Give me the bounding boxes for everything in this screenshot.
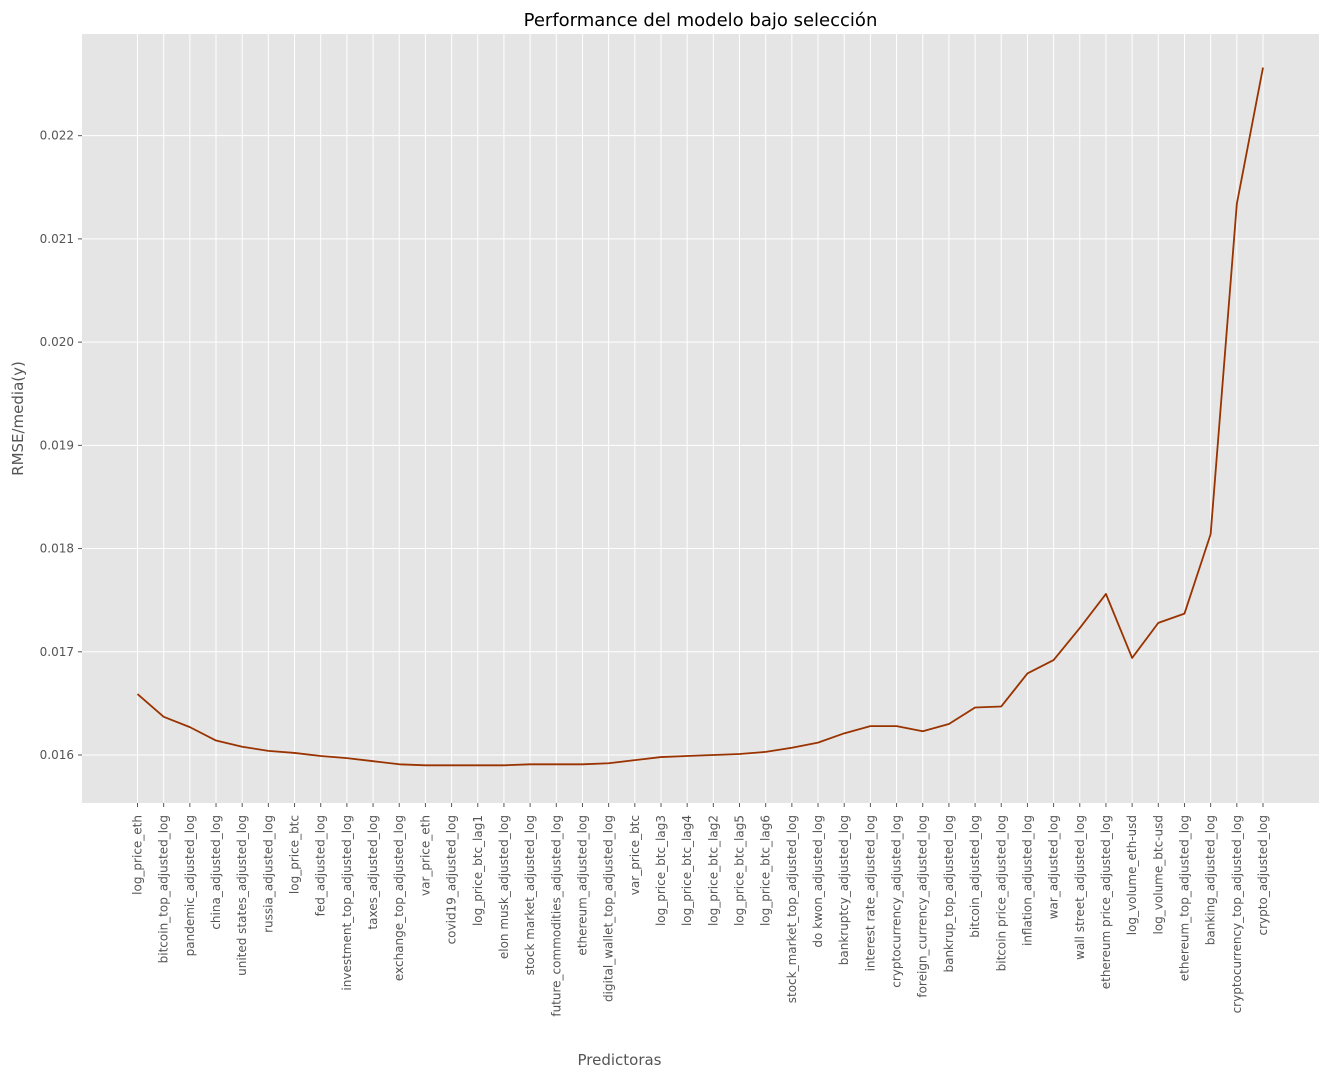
x-tick-label: united states_adjusted_log: [235, 815, 249, 976]
x-tick-label: pandemic_adjusted_log: [183, 815, 197, 956]
x-tick-label: log_price_btc_lag5: [733, 815, 747, 926]
x-axis: log_price_eth bitcoin_top_adjusted_log pan…: [131, 803, 1270, 1017]
x-tick-label: ethereum_adjusted_log: [575, 815, 589, 956]
plot-area: [82, 34, 1319, 803]
x-tick-label: bitcoin_top_adjusted_log: [157, 815, 171, 963]
x-tick-label: taxes_adjusted_log: [366, 815, 380, 930]
y-tick-label: 0.022: [40, 129, 74, 143]
x-tick-label: bankruptcy_adjusted_log: [837, 815, 851, 965]
x-tick-label: future_commodities_adjusted_log: [549, 815, 563, 1017]
x-axis-label: Predictoras: [577, 1051, 661, 1069]
x-tick-label: log_volume_btc-usd: [1151, 815, 1165, 934]
x-tick-label: china_adjusted_log: [209, 815, 223, 930]
x-tick-label: stock_market_top_adjusted_log: [785, 815, 799, 1003]
x-tick-label: log_price_btc: [288, 815, 302, 894]
x-tick-label: var_price_eth: [418, 815, 432, 896]
y-tick-label: 0.020: [40, 335, 74, 349]
y-tick-label: 0.018: [40, 542, 74, 556]
y-axis-label: RMSE/media(y): [9, 361, 27, 476]
x-tick-label: bitcoin price_adjusted_log: [994, 815, 1008, 971]
x-tick-label: investment_top_adjusted_log: [340, 815, 354, 991]
y-tick-label: 0.016: [40, 748, 74, 762]
x-tick-label: interest rate_adjusted_log: [863, 815, 877, 971]
x-tick-label: digital_wallet_top_adjusted_log: [602, 815, 616, 1002]
x-tick-label: log_price_btc_lag3: [654, 815, 668, 926]
x-tick-label: log_volume_eth-usd: [1125, 815, 1139, 935]
x-tick-label: cryptocurrency_adjusted_log: [890, 815, 904, 988]
y-tick-label: 0.021: [40, 232, 74, 246]
x-tick-label: bitcoin_adjusted_log: [968, 815, 982, 938]
x-tick-label: russia_adjusted_log: [261, 815, 275, 933]
x-tick-label: log_price_eth: [131, 815, 145, 895]
grid-layer: [82, 34, 1319, 803]
x-tick-label: log_price_btc_lag1: [471, 815, 485, 926]
chart-title: Performance del modelo bajo selección: [524, 10, 878, 31]
x-tick-label: do kwon_adjusted_log: [811, 815, 825, 948]
y-tick-label: 0.017: [40, 645, 74, 659]
x-tick-label: log_price_btc_lag4: [680, 815, 694, 926]
y-axis: 0.016 0.017 0.018 0.019 0.020 0.021 0.022: [40, 129, 82, 762]
x-tick-label: crypto_adjusted_log: [1256, 815, 1270, 935]
x-tick-label: elon musk_adjusted_log: [497, 815, 511, 959]
x-tick-label: inflation_adjusted_log: [1020, 815, 1034, 946]
series-line: [136, 67, 1264, 767]
x-tick-label: bankrup_top_adjusted_log: [942, 815, 956, 973]
x-tick-label: ethereum price_adjusted_log: [1099, 815, 1113, 989]
x-tick-label: var_price_btc: [628, 815, 642, 895]
x-tick-label: fed_adjusted_log: [314, 815, 328, 916]
x-tick-label: ethereum_top_adjusted_log: [1177, 815, 1191, 981]
x-tick-label: wall street_adjusted_log: [1073, 815, 1087, 960]
x-tick-label: foreign_currency_adjusted_log: [916, 815, 930, 998]
x-tick-label: covid19_adjusted_log: [445, 815, 459, 944]
y-tick-label: 0.019: [40, 438, 74, 452]
x-tick-label: banking_adjusted_log: [1204, 815, 1218, 945]
x-tick-label: stock market_adjusted_log: [523, 815, 537, 975]
x-tick-label: cryptocurrency_top_adjusted_log: [1230, 815, 1244, 1013]
x-tick-label: log_price_btc_lag2: [706, 815, 720, 926]
x-tick-label: war_adjusted_log: [1047, 815, 1061, 919]
x-tick-label: exchange_top_adjusted_log: [392, 815, 406, 981]
x-tick-label: log_price_btc_lag6: [759, 815, 773, 926]
